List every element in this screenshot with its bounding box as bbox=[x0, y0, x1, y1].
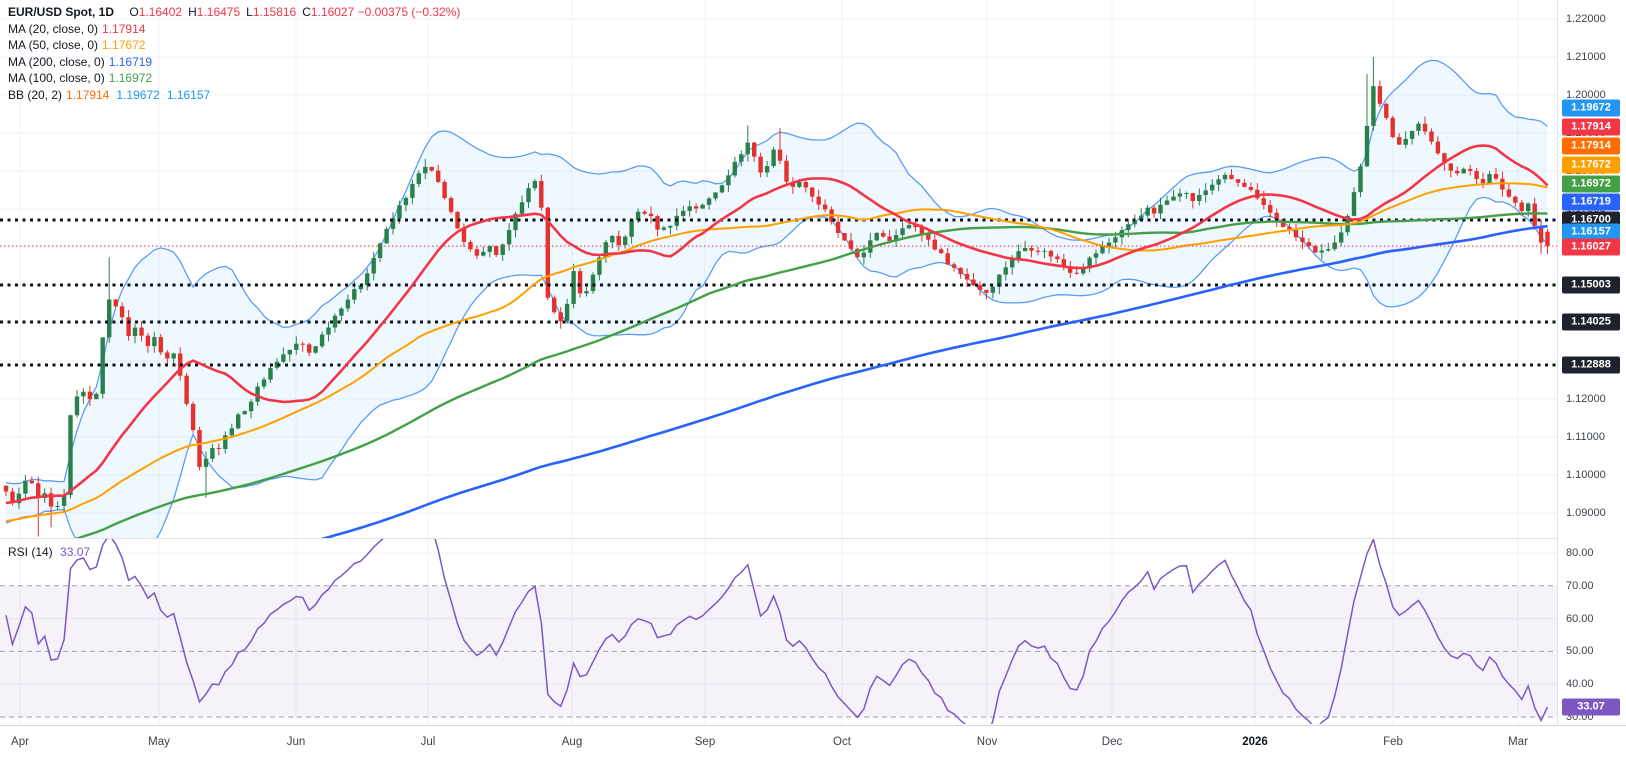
price-axis-label: 1.21000 bbox=[1566, 51, 1606, 63]
indicator-value: 1.17672 bbox=[102, 38, 146, 52]
ohlc-value: 1.16027 bbox=[310, 5, 355, 19]
indicator-row[interactable]: BB (20, 2) 1.17914 1.19672 1.16157 bbox=[8, 87, 460, 104]
ohlc-value: 1.16475 bbox=[196, 5, 241, 19]
moving-averages bbox=[5, 144, 1549, 538]
candlesticks bbox=[3, 57, 1550, 537]
time-axis-label: May bbox=[148, 736, 170, 748]
ohlc-key: O bbox=[129, 5, 139, 19]
indicator-label: MA (20, close, 0) bbox=[8, 21, 99, 36]
time-axis-label: Nov bbox=[976, 736, 998, 748]
price-axis-label: 1.09000 bbox=[1566, 507, 1606, 519]
time-axis-label: Feb bbox=[1383, 736, 1403, 748]
symbol-legend: EUR/USD Spot, 1D O1.16402 H1.16475 L1.1581… bbox=[8, 4, 460, 103]
time-axis-label: Oct bbox=[833, 736, 851, 748]
indicator-row[interactable]: MA (200, close, 0) 1.16719 bbox=[8, 54, 460, 71]
time-axis-label: Dec bbox=[1101, 736, 1123, 748]
price-badge: 1.17672 bbox=[1562, 156, 1620, 174]
rsi-axis-label: 60.00 bbox=[1566, 613, 1594, 625]
price-badge: 1.17914 bbox=[1562, 137, 1620, 155]
rsi-badge: 33.07 bbox=[1562, 698, 1620, 716]
price-badge: 1.14025 bbox=[1562, 313, 1620, 331]
indicator-label: MA (200, close, 0) bbox=[8, 54, 105, 69]
time-axis-label: 2026 bbox=[1242, 736, 1268, 748]
price-badge: 1.16719 bbox=[1562, 193, 1620, 211]
price-axis-label: 1.22000 bbox=[1566, 13, 1606, 25]
price-badge: 1.19672 bbox=[1562, 99, 1620, 117]
indicator-value: 1.19672 bbox=[116, 87, 160, 102]
indicator-value: 1.16719 bbox=[108, 54, 153, 69]
indicator-value: 1.17914 bbox=[102, 21, 146, 36]
price-axis-label: 1.11000 bbox=[1566, 431, 1605, 443]
ohlc-key: C bbox=[302, 5, 311, 19]
indicator-label: MA (50, close, 0) bbox=[8, 38, 99, 52]
rsi-axis-label: 40.00 bbox=[1566, 678, 1594, 690]
time-axis-label: Mar bbox=[1508, 736, 1528, 748]
ohlc-value: 1.15816 bbox=[252, 5, 297, 19]
symbol-title: EUR/USD Spot, 1D bbox=[8, 5, 115, 19]
price-badge: 1.16027 bbox=[1562, 238, 1620, 256]
rsi-panel bbox=[0, 539, 1557, 724]
rsi-label: RSI (14) bbox=[8, 545, 53, 559]
indicator-label: BB (20, 2) bbox=[8, 87, 63, 102]
rsi-value: 33.07 bbox=[60, 545, 91, 559]
support-level-lines bbox=[0, 218, 1557, 367]
time-axis-label: Apr bbox=[11, 736, 29, 748]
indicator-legend-rows: MA (20, close, 0) 1.17914 MA (50, close, 0… bbox=[8, 21, 460, 104]
time-axis-label: Sep bbox=[694, 736, 716, 748]
price-axis-label: 1.12000 bbox=[1566, 393, 1606, 405]
time-axis-label: Jul bbox=[420, 736, 436, 748]
price-badge: 1.16972 bbox=[1562, 175, 1620, 193]
ohlc-values: O1.16402 H1.16475 L1.15816 C1.16027 bbox=[123, 5, 354, 19]
indicator-row[interactable]: MA (20, close, 0) 1.17914 bbox=[8, 21, 460, 38]
indicator-value: 1.16972 bbox=[108, 71, 153, 85]
price-axis-label: 1.10000 bbox=[1566, 469, 1606, 481]
indicator-value: 1.16157 bbox=[166, 87, 211, 102]
price-badge: 1.15003 bbox=[1562, 276, 1620, 294]
ohlc-key: H bbox=[188, 5, 197, 19]
bollinger-bands bbox=[5, 59, 1548, 538]
price-axis-label: 1.20000 bbox=[1566, 89, 1606, 101]
rsi-legend-row[interactable]: RSI (14) 33.07 bbox=[8, 545, 90, 559]
price-badge: 1.17914 bbox=[1562, 118, 1620, 136]
indicator-value: 1.17914 bbox=[66, 87, 110, 102]
indicator-row[interactable]: MA (50, close, 0) 1.17672 bbox=[8, 37, 460, 54]
rsi-axis-label: 70.00 bbox=[1566, 580, 1594, 592]
ohlc-value: 1.16402 bbox=[138, 5, 183, 19]
time-axis-label: Aug bbox=[561, 736, 583, 748]
time-axis-label: Jun bbox=[286, 736, 306, 748]
indicator-row[interactable]: MA (100, close, 0) 1.16972 bbox=[8, 70, 460, 87]
rsi-axis-label: 80.00 bbox=[1566, 547, 1594, 559]
change-value: −0.00375 (−0.32%) bbox=[357, 5, 461, 19]
price-axis[interactable]: 1.220001.210001.200001.190001.180001.170… bbox=[1557, 0, 1626, 725]
price-badge: 1.16157 bbox=[1562, 223, 1620, 241]
ohlc-key: L bbox=[246, 5, 253, 19]
rsi-axis-label: 50.00 bbox=[1566, 645, 1594, 657]
indicator-label: MA (100, close, 0) bbox=[8, 71, 105, 85]
time-axis[interactable]: Apr May Jun Jul Aug Sep Oct Nov Dec 2026 Feb Mar bbox=[0, 725, 1626, 761]
symbol-title-row[interactable]: EUR/USD Spot, 1D O1.16402 H1.16475 L1.1581… bbox=[8, 4, 460, 21]
price-badge: 1.12888 bbox=[1562, 356, 1620, 374]
